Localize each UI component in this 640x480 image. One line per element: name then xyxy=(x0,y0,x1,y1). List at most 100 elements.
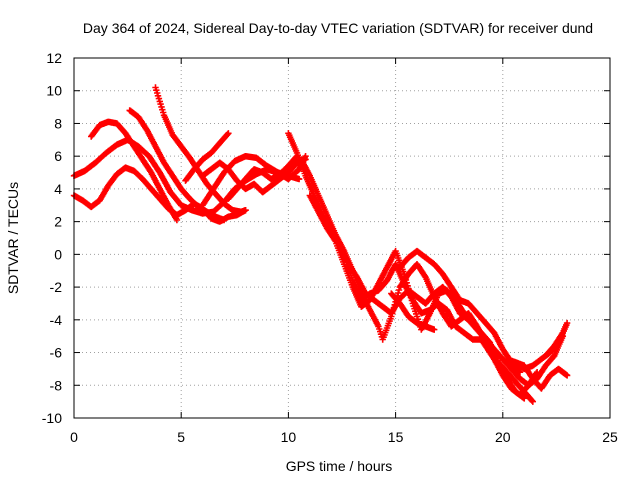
plus-marker-sat-track-6-end xyxy=(225,130,232,137)
plus-markers-sat-track-7-seg-1 xyxy=(210,170,227,193)
plus-markers-sat-track-4-seg-3 xyxy=(152,143,167,165)
y-tick-label-0: -10 xyxy=(42,410,62,426)
plus-markers-sat-track-9-seg-6 xyxy=(276,163,291,178)
plus-markers-sat-track-10-seg-2 xyxy=(302,172,317,197)
plus-markers-sat-track-10-seg-10 xyxy=(371,297,386,310)
y-tick-label-5: 0 xyxy=(54,246,62,262)
plus-markers-sat-track-14-seg-6 xyxy=(448,283,463,303)
y-axis-label: SDTVAR / TECUs xyxy=(5,182,21,294)
plus-markers-sat-track-6-seg-1 xyxy=(190,157,205,173)
plus-markers-sat-track-3-seg-3 xyxy=(113,120,128,136)
plus-markers-sat-track-11-seg-8 xyxy=(366,306,381,328)
plus-markers-sat-track-12-seg-18 xyxy=(461,310,476,326)
plus-markers-sat-track-2-seg-9 xyxy=(148,185,163,201)
plus-markers-sat-track-13-seg-6 xyxy=(383,262,398,284)
series-sat-track-5 xyxy=(152,84,249,215)
series-sat-track-3 xyxy=(88,118,181,224)
plus-markers-sat-track-12-seg-25 xyxy=(521,388,536,404)
plus-markers-sat-track-1-seg-6 xyxy=(135,143,152,159)
plus-markers-sat-track-17-seg-5 xyxy=(555,365,570,378)
plus-markers-sat-track-9-seg-0 xyxy=(225,186,240,202)
plus-markers-sat-track-14-seg-3 xyxy=(422,254,437,267)
plus-markers-sat-track-4-seg-1 xyxy=(135,113,150,132)
plus-markers-sat-track-6-seg-0 xyxy=(182,167,197,184)
plus-marker-sat-track-3-end xyxy=(173,216,181,224)
plus-markers-sat-track-1-seg-2 xyxy=(92,150,109,166)
plus-markers-sat-track-3-seg-7 xyxy=(148,169,163,191)
plus-markers-sat-track-13-seg-20 xyxy=(503,375,518,394)
plus-marker-sat-track-1-end xyxy=(295,175,303,183)
plus-markers-sat-track-14-seg-4 xyxy=(431,261,446,277)
plus-markers-sat-track-15-seg-2 xyxy=(405,313,420,326)
plus-marker-sat-track-11-end xyxy=(533,368,541,376)
plus-markers-sat-track-13-seg-17 xyxy=(478,336,493,355)
plus-markers-sat-track-4-seg-4 xyxy=(160,159,175,178)
plus-markers-sat-track-16-seg-3 xyxy=(529,356,544,369)
plus-markers-sat-track-3-seg-0 xyxy=(88,123,103,140)
plus-markers-sat-track-8-seg-8 xyxy=(268,176,283,189)
plus-markers-sat-track-9-seg-2 xyxy=(242,167,257,183)
plus-markers-sat-track-13-seg-0 xyxy=(332,234,347,256)
plus-markers-sat-track-9-seg-5 xyxy=(268,171,283,183)
plus-marker-sat-track-5-end xyxy=(242,206,249,214)
y-tick-label-10: 10 xyxy=(46,83,62,99)
chart-title: Day 364 of 2024, Sidereal Day-to-day VTE… xyxy=(83,20,593,36)
plus-markers-sat-track-12-seg-9 xyxy=(383,249,398,271)
plus-markers-sat-track-5-seg-0 xyxy=(152,84,167,116)
plus-markers-sat-track-8-seg-0 xyxy=(199,166,214,179)
plus-markers-sat-track-12-seg-19 xyxy=(469,319,484,336)
plus-markers-sat-track-2-seg-4 xyxy=(105,172,120,189)
plus-markers-sat-track-14-seg-2 xyxy=(413,247,428,261)
x-tick-label-4: 20 xyxy=(495,429,511,445)
y-tick-label-9: 8 xyxy=(54,115,62,131)
plus-markers-sat-track-10-seg-0 xyxy=(285,130,300,155)
plus-markers-sat-track-1-seg-9 xyxy=(167,189,184,208)
x-tick-label-2: 10 xyxy=(281,429,297,445)
plus-markers-sat-track-2-seg-2 xyxy=(88,197,103,211)
plus-markers-sat-track-16-seg-8 xyxy=(551,329,566,348)
y-tick-label-7: 4 xyxy=(54,181,62,197)
plus-markers-sat-track-14-seg-8 xyxy=(465,300,480,316)
plus-marker-sat-track-17-end xyxy=(563,372,571,379)
plus-markers-sat-track-7-seg-6 xyxy=(263,162,281,176)
plus-marker-sat-track-14-end xyxy=(516,368,524,376)
series-sat-track-9 xyxy=(225,152,301,202)
plus-markers-sat-track-3-seg-5 xyxy=(130,143,145,162)
plus-markers-sat-track-13-seg-9 xyxy=(409,297,424,316)
plus-markers-sat-track-13-seg-18 xyxy=(486,349,501,368)
plus-markers-sat-track-13-seg-12 xyxy=(435,300,450,313)
plus-markers-sat-track-1-seg-7 xyxy=(145,153,163,175)
plus-markers-sat-track-8-seg-10 xyxy=(285,160,300,176)
series-sat-track-6 xyxy=(182,130,232,184)
plus-markers-sat-track-12-seg-6 xyxy=(358,297,373,310)
plot-frame xyxy=(73,57,611,419)
plus-markers-sat-track-9-seg-7 xyxy=(285,154,300,170)
plus-markers-sat-track-8-seg-3 xyxy=(225,166,240,183)
axis-layer: 0 5 10 15 20 25 -10 -8 -6 -4 -2 0 2 4 6 8 10 12 xyxy=(42,50,618,445)
plus-markers-sat-track-3-seg-8 xyxy=(156,185,171,207)
plus-markers-sat-track-3-seg-9 xyxy=(165,202,180,222)
plus-markers-sat-track-8-seg-2 xyxy=(216,159,231,172)
data-marks-layer xyxy=(70,84,571,405)
x-tick-label-0: 0 xyxy=(70,429,78,445)
series-sat-track-13 xyxy=(332,234,528,402)
plus-markers-sat-track-7-seg-8 xyxy=(285,166,302,183)
plus-markers-sat-track-4-seg-0 xyxy=(126,107,141,120)
plus-markers-sat-track-1-seg-1 xyxy=(81,160,98,175)
plus-markers-sat-track-8-seg-9 xyxy=(276,170,291,183)
plus-markers-sat-track-17-seg-3 xyxy=(538,373,553,392)
plus-markers-sat-track-10-seg-25 xyxy=(499,355,514,372)
plus-marker-sat-track-13-end xyxy=(521,395,528,402)
plus-markers-sat-track-10-seg-29 xyxy=(533,363,548,382)
plus-markers-sat-track-13-seg-19 xyxy=(495,362,510,381)
plus-marker-sat-track-4-end xyxy=(220,216,228,224)
plus-markers-sat-track-11-seg-1 xyxy=(306,172,321,197)
y-tick-label-3: -4 xyxy=(50,312,63,328)
x-axis-label: GPS time / hours xyxy=(286,458,393,474)
plus-markers-sat-track-5-seg-1 xyxy=(160,112,175,137)
plus-markers-sat-track-8-seg-6 xyxy=(250,180,265,195)
plus-markers-sat-track-5-seg-8 xyxy=(220,200,235,213)
